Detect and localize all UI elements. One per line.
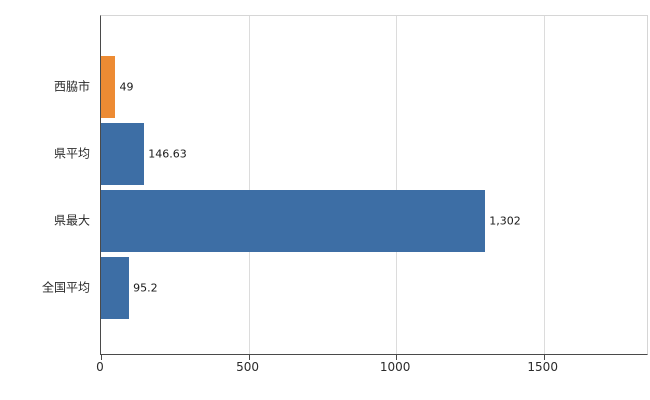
- tick-mark: [248, 355, 250, 360]
- tick-mark: [396, 355, 398, 360]
- value-axis-tick-label: 500: [236, 360, 260, 374]
- bar-3[interactable]: [101, 256, 130, 319]
- category-label: 西脇市: [53, 79, 90, 94]
- value-axis-tick-label: 0: [96, 360, 104, 374]
- bar-value-label: 95.2: [133, 281, 158, 295]
- bar-value-label: 146.63: [148, 147, 187, 161]
- category-label: 県平均: [53, 146, 90, 161]
- bar-1[interactable]: [101, 123, 145, 186]
- bar-value-label: 49: [119, 80, 134, 94]
- bar-0[interactable]: [101, 56, 116, 119]
- tick-mark: [101, 355, 102, 360]
- value-axis-tick-label: 1000: [379, 360, 411, 374]
- gridline: [396, 16, 398, 354]
- tick-mark: [543, 355, 545, 360]
- gridline: [543, 16, 545, 354]
- category-label: 県最大: [53, 213, 90, 228]
- bar-value-label: 1,302: [489, 214, 521, 228]
- bar-2[interactable]: [101, 189, 486, 252]
- category-label: 全国平均: [41, 280, 90, 295]
- category-axis-labels: 西脇市県平均県最大全国平均: [0, 15, 96, 355]
- value-axis-labels: 0 500 1000 1500: [96, 360, 648, 378]
- gridline: [248, 16, 250, 354]
- value-axis-tick-label: 1500: [527, 360, 558, 374]
- plot-area: 49 146.63 1,302 95.2: [100, 15, 648, 360]
